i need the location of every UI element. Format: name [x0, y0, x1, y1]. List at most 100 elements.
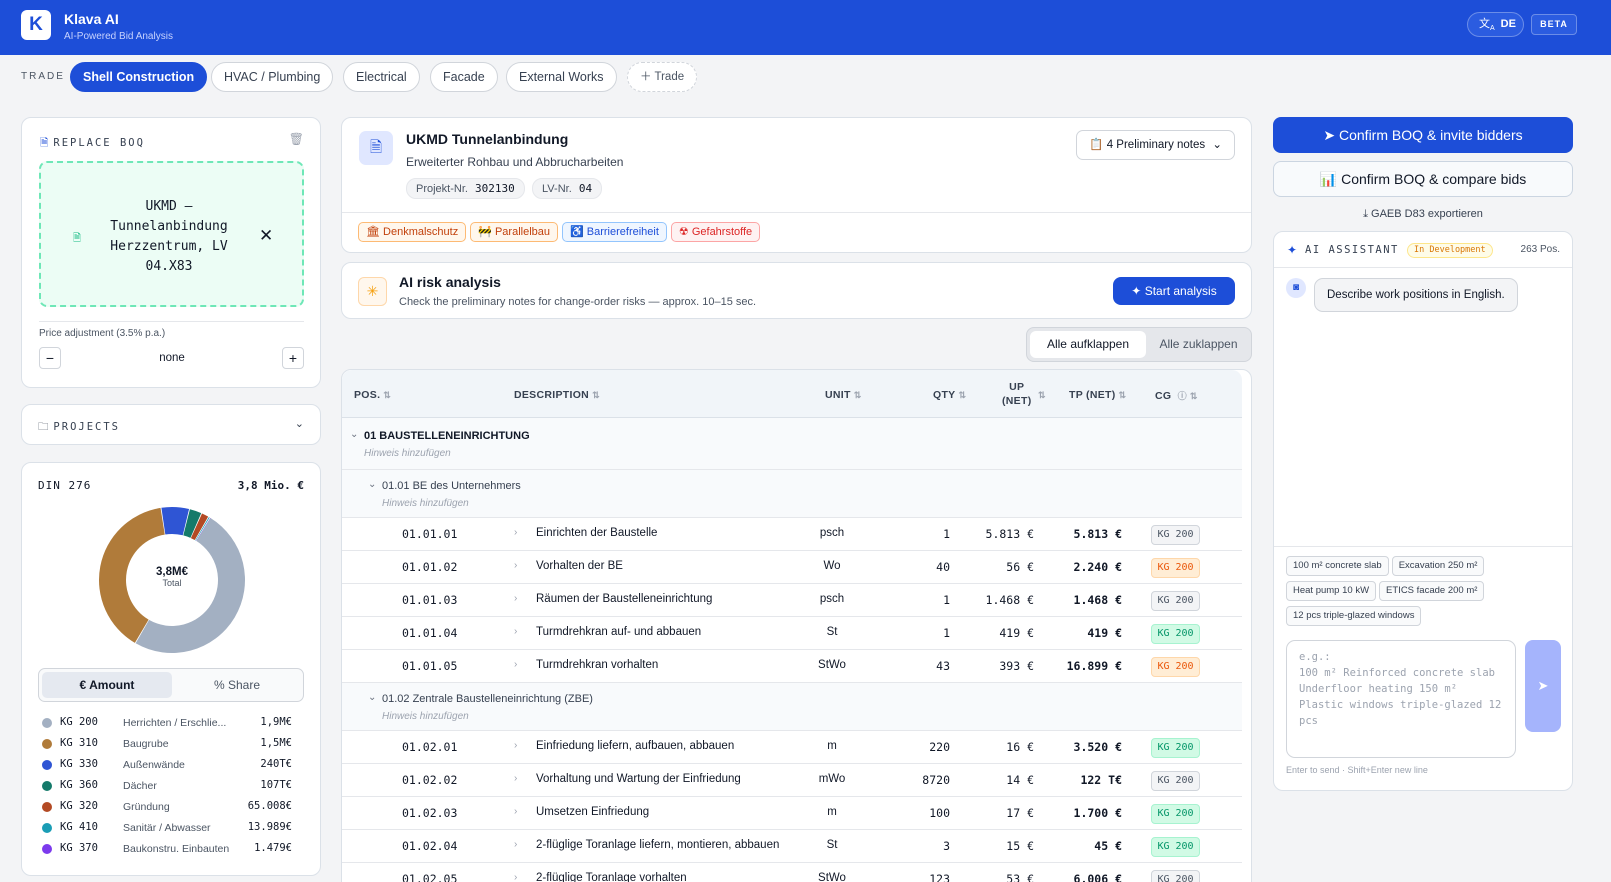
table-row[interactable]: 01.02.04 › 2-flüglige Toranlage liefern, m… — [342, 830, 1242, 863]
start-analysis-button[interactable]: ✦ Start analysis — [1113, 277, 1235, 305]
add-hint[interactable]: Hinweis hinzufügen — [382, 498, 469, 509]
tab-hvac-plumbing[interactable]: HVAC / Plumbing — [211, 62, 334, 92]
tab-shell-construction[interactable]: Shell Construction — [70, 62, 208, 92]
legend-kg: KG 310 — [60, 737, 98, 749]
tab-facade[interactable]: Facade — [430, 62, 498, 92]
donut-slice[interactable] — [98, 507, 165, 643]
expand-all-button[interactable]: Alle aufklappen — [1030, 331, 1146, 358]
top-bar: K Klava AI AI-Powered Bid Analysis 文A DE … — [0, 0, 1611, 55]
chevron-right-icon[interactable]: › — [514, 593, 518, 604]
share-toggle[interactable]: % Share — [213, 678, 261, 692]
col-unit[interactable]: UNIT ⇅ — [825, 389, 862, 401]
export-gaeb-link[interactable]: ⤓ GAEB D83 exportieren — [1273, 208, 1573, 221]
donut-slice[interactable] — [195, 517, 210, 541]
amount-toggle[interactable]: € Amount — [42, 672, 172, 698]
cost-group-badge[interactable]: KG 200 — [1151, 624, 1200, 644]
col-qty[interactable]: QTY ⇅ — [933, 389, 967, 401]
boq-dropzone[interactable]: 🗎 UKMD – Tunnelanbindung Herzzentrum, LV… — [39, 161, 304, 307]
add-trade-button[interactable]: ＋ Trade — [627, 62, 698, 92]
project-number-label: Projekt-Nr. — [416, 183, 468, 195]
chevron-right-icon[interactable]: › — [514, 773, 518, 784]
donut-slice[interactable] — [196, 517, 211, 541]
chevron-right-icon[interactable]: › — [514, 740, 518, 751]
legend-name: Gründung — [123, 801, 170, 813]
chevron-right-icon[interactable]: › — [514, 560, 518, 571]
suggestion-chip[interactable]: 12 pcs triple-glazed windows — [1286, 606, 1422, 626]
table-row[interactable]: 01.02.03 › Umsetzen Einfriedung m 100 17 € 1.7… — [342, 797, 1242, 830]
risk-tag[interactable]: ☢ Gefahrstoffe — [670, 222, 761, 242]
col-tp[interactable]: TP (NET) ⇅ — [1069, 389, 1127, 401]
risk-tag[interactable]: ♿ Barrierefreiheit — [562, 222, 667, 242]
confirm-invite-button[interactable]: ➤ Confirm BOQ & invite bidders — [1273, 117, 1573, 153]
tab-external-works[interactable]: External Works — [506, 62, 617, 92]
lv-number-label: LV-Nr. — [542, 183, 572, 195]
chevron-right-icon[interactable]: › — [514, 872, 518, 882]
subgroup-title: 01.02 Zentrale Baustelleneinrichtung (ZB… — [382, 693, 593, 705]
trash-icon[interactable]: 🗑 — [288, 132, 304, 146]
chevron-right-icon[interactable]: › — [514, 527, 518, 538]
tab-electrical[interactable]: Electrical — [343, 62, 420, 92]
cost-group-badge[interactable]: KG 200 — [1151, 525, 1200, 545]
cost-group-badge[interactable]: KG 200 — [1151, 558, 1200, 578]
preliminary-notes-button[interactable]: 📋 4 Preliminary notes ⌄ — [1076, 130, 1235, 160]
add-hint[interactable]: Hinweis hinzufügen — [364, 448, 451, 459]
donut-slice[interactable] — [190, 513, 209, 541]
legend-item[interactable]: KG 310 Baugrube 1,5M€ — [38, 735, 308, 753]
donut-slice[interactable] — [135, 517, 245, 653]
collapse-all-button[interactable]: Alle zuklappen — [1159, 337, 1238, 351]
cost-group-badge[interactable]: KG 200 — [1151, 591, 1200, 611]
col-cg[interactable]: CG ⓘ ⇅ — [1155, 390, 1198, 402]
chevron-right-icon[interactable]: › — [514, 839, 518, 850]
subgroup-row[interactable]: ⌄ 01.02 Zentrale Baustelleneinrichtung (… — [342, 683, 1242, 731]
suggestion-chip[interactable]: Excavation 250 m² — [1391, 556, 1485, 576]
cost-group-badge[interactable]: KG 200 — [1151, 738, 1200, 758]
cost-group-badge[interactable]: KG 200 — [1151, 657, 1200, 677]
group-row[interactable]: ⌄ 01 BAUSTELLENEINRICHTUNG Hinweis hinzu… — [342, 418, 1242, 470]
table-row[interactable]: 01.02.01 › Einfriedung liefern, aufbauen, … — [342, 731, 1242, 764]
col-description[interactable]: DESCRIPTION ⇅ — [514, 389, 600, 401]
increase-button[interactable]: + — [282, 347, 304, 369]
risk-tag[interactable]: 🏛 Denkmalschutz — [358, 222, 467, 242]
cost-group-badge[interactable]: KG 200 — [1151, 771, 1200, 791]
legend-item[interactable]: KG 410 Sanitär / Abwasser 13.989€ — [38, 819, 308, 837]
confirm-invite-label: Confirm BOQ & invite bidders — [1339, 127, 1523, 143]
legend-item[interactable]: KG 370 Baukonstru. Einbauten 1.479€ — [38, 840, 308, 858]
table-row[interactable]: 01.01.05 › Turmdrehkran vorhalten StWo 43 393… — [342, 650, 1242, 683]
assistant-input[interactable]: e.g.: 100 m² Reinforced concrete slab Un… — [1286, 640, 1516, 758]
cost-group-badge[interactable]: KG 200 — [1151, 870, 1200, 882]
table-row[interactable]: 01.01.01 › Einrichten der Baustelle psch 1 5.… — [342, 518, 1242, 551]
send-button[interactable]: ➤ — [1525, 640, 1561, 732]
add-hint[interactable]: Hinweis hinzufügen — [382, 711, 469, 722]
chevron-right-icon[interactable]: › — [514, 806, 518, 817]
position-number: 01.02.05 — [402, 872, 458, 882]
col-up[interactable]: UP (NET) — [1002, 381, 1032, 407]
legend-item[interactable]: KG 360 Dächer 107T€ — [38, 777, 308, 795]
projects-card[interactable]: 🗀 PROJECTS ⌄ — [21, 404, 321, 445]
suggestion-chip[interactable]: ETICS facade 200 m² — [1379, 581, 1485, 601]
suggestion-chip[interactable]: 100 m² concrete slab — [1286, 556, 1389, 576]
app-title: Klava AI — [64, 11, 119, 27]
close-icon[interactable]: ✕ — [259, 226, 274, 245]
decrease-button[interactable]: − — [39, 347, 61, 369]
legend-item[interactable]: KG 330 Außenwände 240T€ — [38, 756, 308, 774]
legend-item[interactable]: KG 320 Gründung 65.008€ — [38, 798, 308, 816]
confirm-compare-button[interactable]: 📊 Confirm BOQ & compare bids — [1273, 161, 1573, 197]
table-row[interactable]: 01.02.05 › 2-flüglige Toranlage vorhalten S… — [342, 863, 1242, 882]
subgroup-row[interactable]: ⌄ 01.01 BE des Unternehmers Hinweis hinz… — [342, 470, 1242, 518]
language-switch[interactable]: 文A DE — [1467, 12, 1524, 37]
table-row[interactable]: 01.01.04 › Turmdrehkran auf- und abbauen St… — [342, 617, 1242, 650]
donut-slice[interactable] — [161, 507, 190, 536]
table-row[interactable]: 01.01.02 › Vorhalten der BE Wo 40 56 € 2.240 €… — [342, 551, 1242, 584]
cost-group-badge[interactable]: KG 200 — [1151, 804, 1200, 824]
col-pos[interactable]: POS. ⇅ — [354, 389, 392, 401]
table-row[interactable]: 01.01.03 › Räumen der Baustelleneinrichtun… — [342, 584, 1242, 617]
cost-group-badge[interactable]: KG 200 — [1151, 837, 1200, 857]
chevron-right-icon[interactable]: › — [514, 626, 518, 637]
table-row[interactable]: 01.02.02 › Vorhaltung und Wartung der Einf… — [342, 764, 1242, 797]
suggestion-chip[interactable]: Heat pump 10 kW — [1286, 581, 1377, 601]
legend-item[interactable]: KG 200 Herrichten / Erschlie... 1,9M€ — [38, 714, 308, 732]
risk-tag[interactable]: 🚧 Parallelbau — [470, 222, 559, 242]
chevron-right-icon[interactable]: › — [514, 659, 518, 670]
donut-slice[interactable] — [183, 509, 202, 538]
send-icon: ➤ — [1537, 678, 1549, 693]
